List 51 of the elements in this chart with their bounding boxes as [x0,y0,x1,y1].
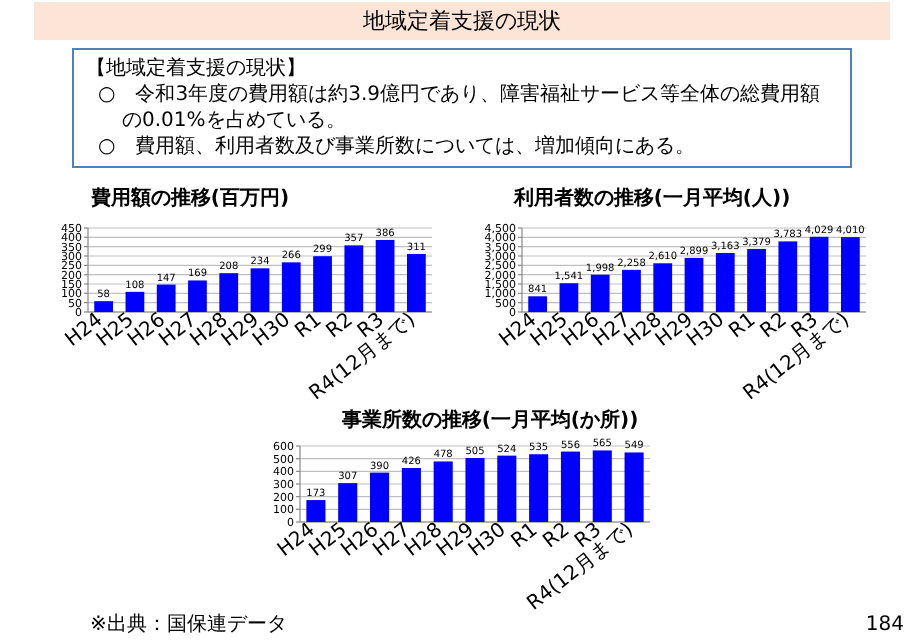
x-tick-label: R2 [756,309,792,344]
bar [840,237,860,312]
bar [94,301,114,312]
bar [560,451,580,522]
bar [624,452,644,522]
bar [778,241,798,312]
bar [281,262,301,312]
bar [188,280,207,312]
text: ○ 費用額、利用者数及び事業所数については、増加傾向にある。 [98,134,698,160]
x-tick-label: R2 [322,309,358,344]
bar [370,472,390,522]
text: ○ 令和3年度の費用額は約3.9億円であり、障害福祉サービス等全体の総費用額の0.01%を占めている。 [98,82,822,134]
bar [375,239,395,312]
bar [529,454,549,522]
x-tick-label: R2 [539,519,575,554]
bar [809,236,829,312]
bar [622,269,641,312]
chart-title: 事業所数の推移(一月平均(か所)) [339,408,639,432]
bar [528,296,548,312]
text: 地域定着支援の現状 [34,2,890,40]
bar [592,450,612,522]
bar [559,283,579,312]
bar [684,257,704,312]
chart-title: 費用額の推移(百万円) [88,186,290,210]
text: 184 [865,614,904,636]
bar [465,458,485,522]
bar [497,455,517,522]
bar [306,500,326,522]
x-tick-label: R1 [725,309,761,344]
bar [433,461,453,522]
x-tick-label: H30 [465,519,511,562]
bar [401,468,421,522]
bar [125,291,145,312]
bar [406,253,426,312]
chart-title: 利用者数の推移(一月平均(人)) [511,186,791,210]
x-tick-label: H30 [249,309,295,352]
bar [338,483,358,522]
bar [313,256,332,312]
x-tick-label: R1 [507,519,543,554]
bar [653,263,673,312]
bar [344,245,364,312]
x-tick-label: R1 [291,309,327,344]
bar [747,248,766,312]
text: 【地域定着支援の現状】 [86,58,306,80]
bar [156,284,176,312]
bar [219,273,239,312]
text: ※出典：国保連データ [90,612,287,636]
x-tick-label: H30 [683,309,729,352]
bar [715,252,735,312]
bar [250,268,270,312]
bar [590,274,610,312]
